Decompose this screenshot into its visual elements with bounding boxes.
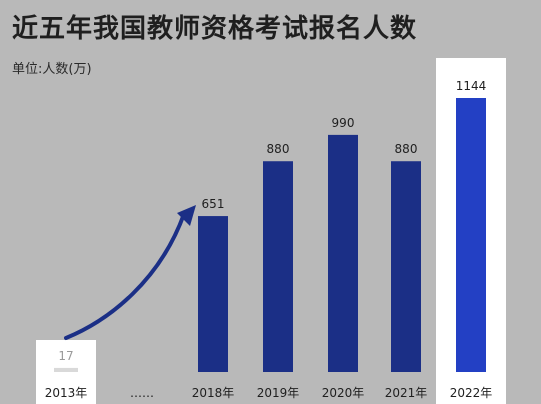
x-tick-label: 2019年	[257, 386, 300, 400]
data-label-2022年: 1144	[456, 79, 487, 93]
chart-title: 近五年我国教师资格考试报名人数	[12, 14, 418, 44]
x-tick-label: 2013年	[45, 386, 88, 400]
x-tick-label: 2021年	[385, 386, 428, 400]
x-tick-label: 2018年	[192, 386, 235, 400]
bar-2013年	[54, 367, 78, 372]
x-tick-label: 2022年	[450, 386, 493, 400]
growth-arrow-head	[177, 205, 196, 226]
x-tick-label: ……	[130, 386, 154, 400]
bar-2018年	[198, 216, 228, 372]
bar-2019年	[263, 161, 293, 372]
unit-label: 单位:人数(万)	[12, 62, 92, 77]
data-label-2013年: 17	[58, 349, 73, 363]
bar-2022年	[456, 98, 486, 372]
data-label-2021年: 880	[395, 142, 418, 156]
data-label-2020年: 990	[332, 116, 355, 130]
data-label-2019年: 880	[267, 142, 290, 156]
data-label-2018年: 651	[202, 197, 225, 211]
x-tick-label: 2020年	[322, 386, 365, 400]
bar-2021年	[391, 161, 421, 372]
growth-arrow	[64, 212, 186, 340]
bar-2020年	[328, 134, 358, 372]
